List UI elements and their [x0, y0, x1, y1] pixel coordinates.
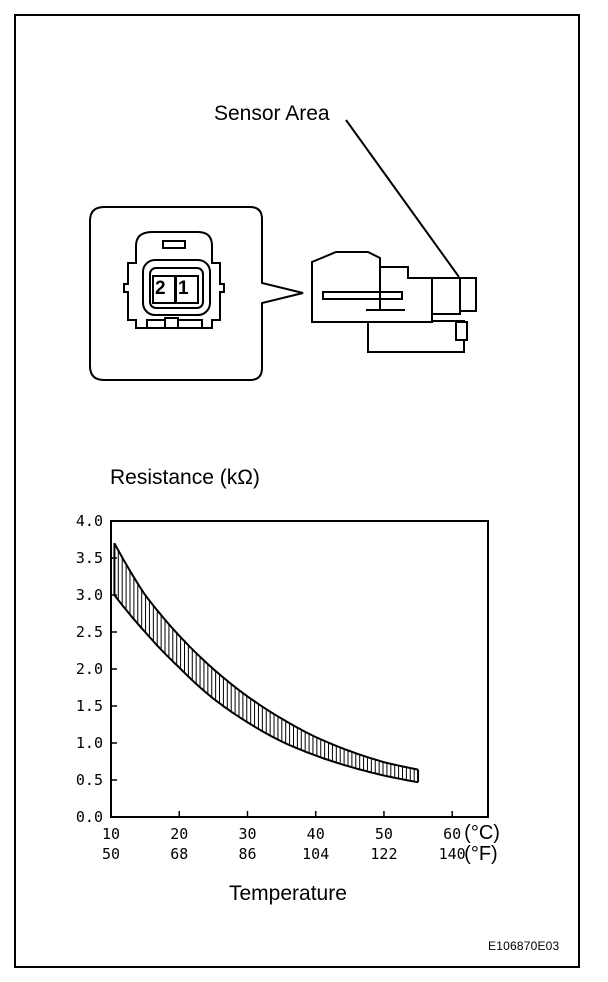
y-tick-label: 2.5 [76, 623, 103, 641]
resistance-chart: 0.0 0.5 1.0 1.5 2.0 2.5 3.0 3.5 4.0 10 50 20 68 30 86 4… [76, 512, 500, 865]
y-tick-label: 0.0 [76, 808, 103, 826]
y-tick-label: 1.0 [76, 734, 103, 752]
figure-frame [14, 14, 580, 968]
y-tick-label: 1.5 [76, 697, 103, 715]
sensor-area-label: Sensor Area [214, 102, 330, 125]
x-unit-fahrenheit: (°F) [464, 843, 498, 865]
x-tick-label-c: 40 [307, 825, 325, 843]
x-tick-label-c: 10 [102, 825, 120, 843]
x-axis-label: Temperature [229, 882, 347, 905]
y-tick-label: 2.0 [76, 660, 103, 678]
series-line-upper [113, 542, 419, 771]
sensor-body [311, 251, 477, 353]
x-tick-label-f: 122 [370, 845, 397, 863]
sensor-leader-line [345, 119, 460, 278]
y-tick-label: 3.5 [76, 549, 103, 567]
x-tick-label-f: 50 [102, 845, 120, 863]
x-tick-label-c: 20 [170, 825, 188, 843]
figure-id: E106870E03 [488, 939, 560, 953]
x-tick-label-f: 68 [170, 845, 188, 863]
y-tick-label: 3.0 [76, 586, 103, 604]
x-tick-label-f: 104 [302, 845, 329, 863]
x-tick-label-f: 140 [439, 845, 466, 863]
x-tick-label-c: 30 [238, 825, 256, 843]
x-tick-label-c: 60 [443, 825, 461, 843]
connector-face [123, 231, 225, 329]
chart-title: Resistance (kΩ) [110, 466, 260, 489]
pin-1-label: 1 [178, 278, 189, 299]
y-tick-label: 4.0 [76, 512, 103, 530]
x-tick-label-c: 50 [375, 825, 393, 843]
tolerance-band [113, 542, 420, 784]
y-tick-label: 0.5 [76, 771, 103, 789]
series-line-lower [113, 594, 419, 784]
chart-plot-area [110, 520, 489, 818]
x-unit-celsius: (°C) [464, 822, 500, 844]
pin-2-label: 2 [155, 278, 166, 299]
x-tick-label-f: 86 [238, 845, 256, 863]
